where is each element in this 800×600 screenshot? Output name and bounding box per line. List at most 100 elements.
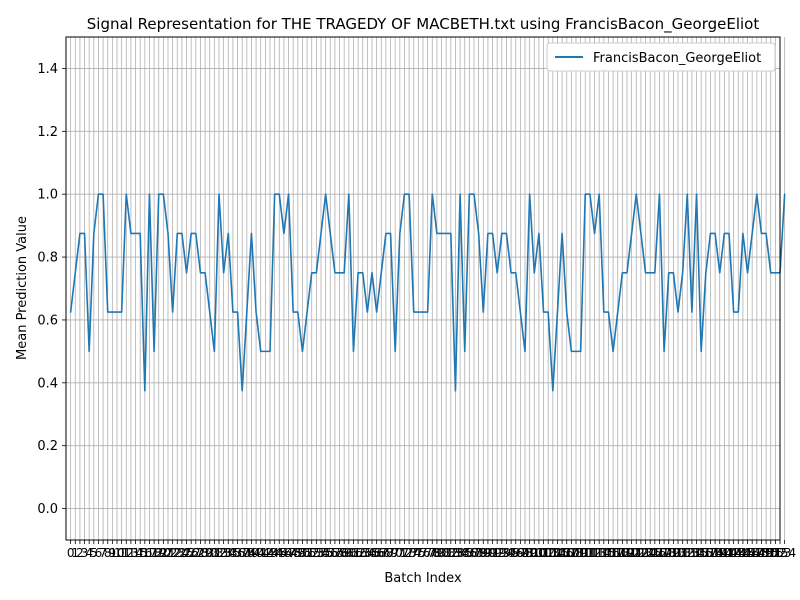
x-tick-label: 154 bbox=[773, 546, 796, 560]
x-grid bbox=[70, 37, 786, 540]
x-tick-label: 38 bbox=[239, 546, 254, 560]
x-tick-label: 69 bbox=[383, 546, 398, 560]
y-axis-label: Mean Prediction Value bbox=[15, 216, 30, 360]
x-tick-label: 19 bbox=[151, 546, 166, 560]
x-tick-label: 86 bbox=[462, 546, 477, 560]
x-tick-label: 8 bbox=[104, 546, 112, 560]
x-tick-label: 64 bbox=[360, 546, 375, 560]
x-tick-label: 134 bbox=[680, 546, 703, 560]
x-tick-label: 142 bbox=[718, 546, 741, 560]
x-tick-label: 102 bbox=[532, 546, 555, 560]
x-tick-label: 80 bbox=[434, 546, 449, 560]
x-tick-label: 139 bbox=[704, 546, 727, 560]
x-tick-label: 62 bbox=[350, 546, 365, 560]
y-tick-label: 0.4 bbox=[37, 376, 58, 391]
x-tick-label: 112 bbox=[578, 546, 601, 560]
x-tick-label: 98 bbox=[517, 546, 532, 560]
x-tick-label: 32 bbox=[211, 546, 226, 560]
x-tick-label: 46 bbox=[276, 546, 291, 560]
x-tick-label: 149 bbox=[750, 546, 773, 560]
x-tick-label: 105 bbox=[546, 546, 569, 560]
x-tick-label: 79 bbox=[429, 546, 444, 560]
x-tick-label: 145 bbox=[731, 546, 754, 560]
y-ticks: 0.0 0.2 0.4 0.6 0.8 1.0 1.2 1.4 bbox=[37, 62, 66, 517]
x-tick-label: 54 bbox=[313, 546, 328, 560]
x-tick-label: 153 bbox=[769, 546, 792, 560]
x-tick-label: 77 bbox=[420, 546, 435, 560]
y-grid bbox=[66, 68, 780, 509]
x-tick-label: 133 bbox=[676, 546, 699, 560]
x-tick-label: 91 bbox=[485, 546, 500, 560]
x-tick-label: 28 bbox=[193, 546, 208, 560]
x-tick-label: 26 bbox=[184, 546, 199, 560]
x-tick-label: 55 bbox=[318, 546, 333, 560]
x-tick-label: 37 bbox=[235, 546, 250, 560]
x-tick-label: 6 bbox=[95, 546, 103, 560]
x-tick-label: 73 bbox=[401, 546, 416, 560]
x-tick-label: 143 bbox=[722, 546, 745, 560]
x-tick-label: 96 bbox=[508, 546, 523, 560]
x-tick-label: 49 bbox=[290, 546, 305, 560]
x-tick-label: 115 bbox=[592, 546, 615, 560]
x-tick-label: 30 bbox=[202, 546, 217, 560]
x-axis-label: Batch Index bbox=[384, 571, 462, 586]
x-tick-label: 65 bbox=[364, 546, 379, 560]
x-tick-label: 126 bbox=[643, 546, 666, 560]
x-tick-label: 92 bbox=[490, 546, 505, 560]
x-tick-label: 88 bbox=[471, 546, 486, 560]
x-tick-label: 63 bbox=[355, 546, 370, 560]
y-tick-label: 0.6 bbox=[37, 313, 58, 328]
y-tick-label: 1.0 bbox=[37, 188, 58, 203]
x-tick-label: 67 bbox=[374, 546, 389, 560]
x-tick-label: 116 bbox=[597, 546, 620, 560]
x-tick-label: 152 bbox=[764, 546, 787, 560]
x-tick-label: 132 bbox=[671, 546, 694, 560]
x-tick-label: 51 bbox=[299, 546, 314, 560]
x-tick-label: 41 bbox=[253, 546, 268, 560]
x-tick-label: 121 bbox=[620, 546, 643, 560]
x-tick-label: 58 bbox=[332, 546, 347, 560]
x-tick-label: 18 bbox=[146, 546, 161, 560]
x-tick-label: 14 bbox=[128, 546, 143, 560]
x-tick-label: 118 bbox=[606, 546, 629, 560]
x-tick-label: 101 bbox=[527, 546, 550, 560]
x-tick-label: 40 bbox=[248, 546, 263, 560]
x-tick-label: 140 bbox=[708, 546, 731, 560]
x-tick-label: 43 bbox=[262, 546, 277, 560]
x-tick-label: 100 bbox=[523, 546, 546, 560]
x-tick-label: 23 bbox=[170, 546, 185, 560]
x-tick-label: 99 bbox=[522, 546, 537, 560]
x-tick-label: 3 bbox=[81, 546, 89, 560]
x-tick-label: 136 bbox=[690, 546, 713, 560]
x-tick-label: 47 bbox=[281, 546, 296, 560]
x-tick-label: 128 bbox=[653, 546, 676, 560]
x-tick-label: 122 bbox=[625, 546, 648, 560]
x-tick-label: 61 bbox=[346, 546, 361, 560]
x-tick-label: 13 bbox=[123, 546, 138, 560]
x-tick-label: 22 bbox=[165, 546, 180, 560]
x-tick-label: 150 bbox=[755, 546, 778, 560]
x-tick-label: 9 bbox=[109, 546, 117, 560]
x-tick-label: 31 bbox=[207, 546, 222, 560]
x-tick-label: 127 bbox=[648, 546, 671, 560]
x-tick-label: 76 bbox=[415, 546, 430, 560]
y-tick-label: 0.2 bbox=[37, 439, 58, 454]
x-tick-label: 35 bbox=[225, 546, 240, 560]
x-tick-label: 21 bbox=[160, 546, 175, 560]
x-tick-label: 50 bbox=[295, 546, 310, 560]
x-tick-label: 103 bbox=[537, 546, 560, 560]
x-tick-label: 15 bbox=[133, 546, 148, 560]
x-tick-label: 39 bbox=[244, 546, 259, 560]
x-tick-label: 81 bbox=[439, 546, 454, 560]
legend-label: FrancisBacon_GeorgeEliot bbox=[593, 51, 761, 66]
x-tick-label: 33 bbox=[216, 546, 231, 560]
chart-title: Signal Representation for THE TRAGEDY OF… bbox=[87, 15, 760, 34]
y-tick-label: 1.2 bbox=[37, 125, 58, 140]
x-tick-label: 7 bbox=[99, 546, 107, 560]
x-tick-label: 78 bbox=[425, 546, 440, 560]
x-tick-label: 84 bbox=[452, 546, 467, 560]
x-tick-label: 0 bbox=[67, 546, 75, 560]
legend-box bbox=[546, 42, 776, 72]
x-tick-label: 52 bbox=[304, 546, 319, 560]
